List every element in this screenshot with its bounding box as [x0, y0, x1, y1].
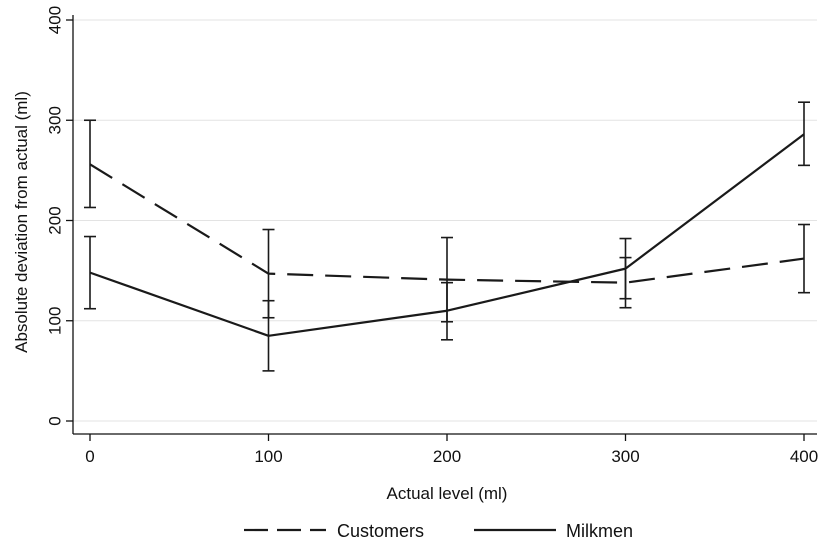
error-bar-milkmen-1: [262, 299, 275, 372]
x-axis-title: Actual level (ml): [387, 484, 508, 503]
gridlines: [73, 19, 817, 422]
series-layer: [84, 101, 810, 372]
error-bar-customers-4: [798, 223, 810, 294]
legend-label-customers: Customers: [337, 521, 424, 541]
error-bar-milkmen-0: [84, 235, 96, 310]
axes: [72, 15, 817, 435]
x-tick-label-4: 400: [790, 447, 818, 466]
legend: Customers Milkmen: [244, 521, 633, 541]
y-tick-label-2: 200: [46, 206, 65, 234]
legend-label-milkmen: Milkmen: [566, 521, 633, 541]
y-tick-label-1: 100: [46, 307, 65, 335]
y-axis-title: Absolute deviation from actual (ml): [12, 91, 31, 353]
x-tick-label-3: 300: [611, 447, 639, 466]
x-tick-label-2: 200: [433, 447, 461, 466]
x-tick-label-1: 100: [254, 447, 282, 466]
error-bar-customers-0: [84, 119, 96, 209]
y-tick-label-0: 0: [46, 416, 65, 425]
ticks: 0 100 200 300 400 0 100 200 300 400: [46, 6, 819, 466]
error-bar-milkmen-2: [441, 281, 453, 341]
error-bar-milkmen-3: [619, 237, 632, 300]
y-tick-label-3: 300: [46, 106, 65, 134]
x-tick-label-0: 0: [85, 447, 94, 466]
error-bar-milkmen-4: [798, 101, 810, 167]
y-tick-label-4: 400: [46, 6, 65, 34]
